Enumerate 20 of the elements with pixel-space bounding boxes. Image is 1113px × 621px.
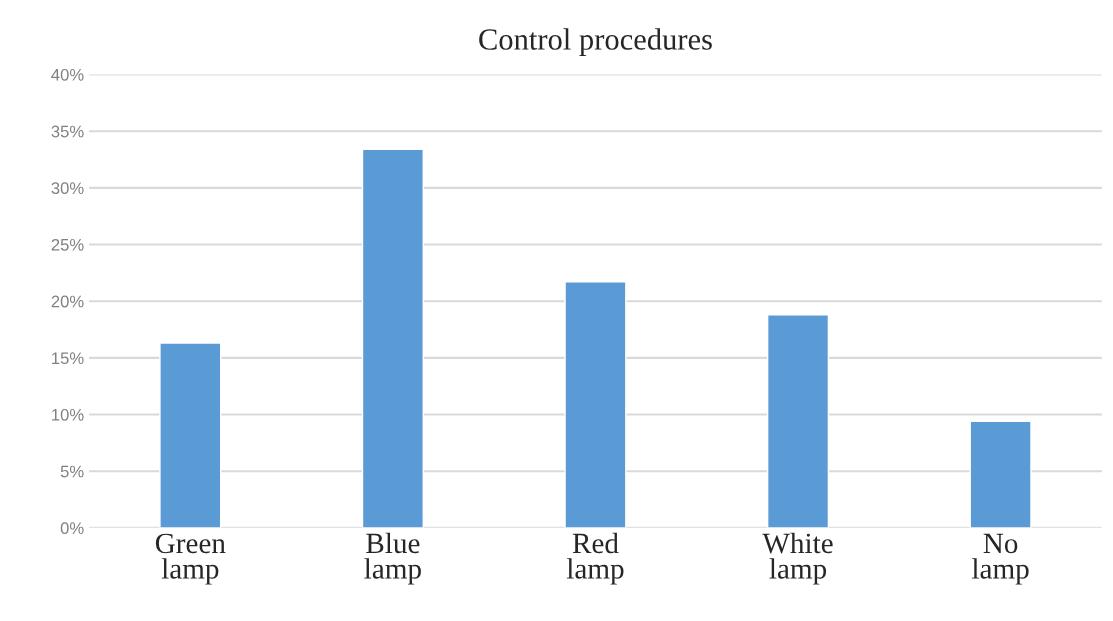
bar: [361, 148, 424, 528]
x-tick-label: Red lamp: [566, 532, 624, 585]
bar: [564, 281, 627, 528]
x-tick-label: No lamp: [972, 533, 1029, 585]
y-tick-label: 30%: [51, 182, 84, 195]
y-tick-label: 15%: [52, 352, 84, 365]
bar: [159, 342, 222, 528]
x-tick-label: Blue lamp: [364, 532, 421, 585]
x-tick-label: White lamp: [762, 532, 833, 585]
y-tick-label: 5%: [60, 465, 84, 478]
bar: [766, 314, 830, 528]
y-tick-label: 10%: [52, 408, 84, 421]
bar: [969, 420, 1032, 528]
chart-title: Control procedures: [479, 28, 712, 57]
x-tick-label: Green lamp: [155, 533, 226, 585]
y-tick-label: 0%: [60, 522, 84, 535]
y-tick-label: 25%: [51, 238, 84, 251]
y-tick-label: 40%: [51, 68, 84, 81]
y-tick-label: 35%: [51, 125, 84, 138]
y-tick-label: 20%: [51, 295, 84, 308]
